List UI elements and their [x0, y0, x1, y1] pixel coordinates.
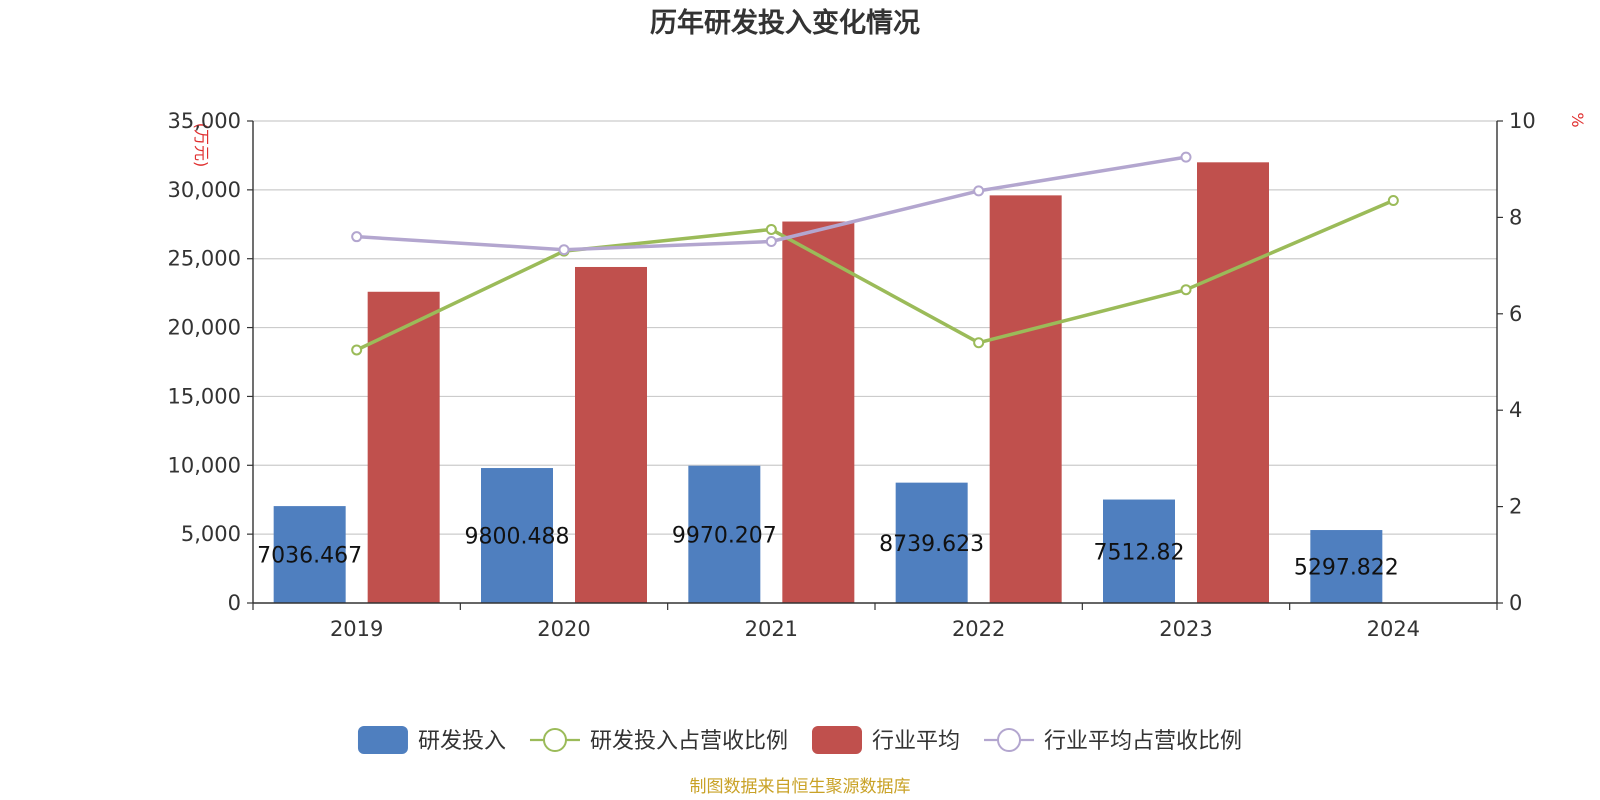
right-axis-tick-label: 6	[1509, 302, 1522, 326]
left-axis-tick-label: 30,000	[168, 178, 241, 202]
bar-data-label: 8739.623	[879, 532, 984, 557]
line-point	[973, 185, 985, 197]
left-axis-tick-label: 10,000	[168, 453, 241, 477]
legend-swatch	[812, 726, 862, 754]
bar-研发投入	[688, 465, 761, 603]
bar-data-label: 7512.82	[1094, 540, 1185, 565]
legend-label: 研发投入	[418, 729, 506, 754]
data-labels-group: 7036.467 9800.488 9970.207 8739.623 7512.82 5…	[257, 523, 1399, 580]
bar-研发投入	[1310, 530, 1383, 603]
bar-行业平均	[367, 291, 440, 603]
right-axis-tick-label: 10	[1509, 109, 1536, 133]
legend-swatch-marker	[997, 728, 1022, 752]
right-axis-tick-label: 2	[1509, 495, 1522, 519]
line-point	[351, 344, 363, 356]
bar-行业平均	[782, 221, 855, 603]
line-point	[973, 337, 985, 349]
legend-swatch	[357, 726, 408, 754]
x-axis-tick-label: 2020	[537, 617, 590, 641]
bar-行业平均	[575, 266, 647, 603]
source-note: 制图数据来自恒生聚源数据库	[690, 777, 911, 797]
legend-swatch-marker	[542, 728, 567, 752]
x-axis-tick-label: 2024	[1367, 617, 1420, 641]
left-axis-tick-label: 5,000	[181, 522, 241, 546]
left-axis-tick-label: 20,000	[168, 316, 241, 340]
legend-label: 行业平均占营收比例	[1044, 729, 1242, 754]
right-axis-tick-label: 0	[1509, 591, 1522, 615]
line-point	[351, 231, 363, 243]
line-point	[1180, 151, 1192, 163]
chart-title: 历年研发投入变化情况	[650, 7, 920, 39]
bar-data-label: 7036.467	[257, 544, 362, 569]
axes-group: 0 5,000 10,000 15,000 20,000 25,000 30,000 35,0…	[168, 109, 1536, 641]
line-point	[1180, 284, 1192, 296]
right-axis-tick-label: 4	[1509, 398, 1522, 422]
line-point	[765, 236, 777, 247]
line-point	[765, 223, 777, 235]
bar-data-label: 9970.207	[672, 523, 777, 548]
bar-研发投入	[481, 468, 553, 603]
bar-研发投入	[1103, 499, 1175, 603]
lines-group	[351, 151, 1399, 356]
x-axis-tick-label: 2022	[952, 617, 1005, 641]
bar-行业平均	[1197, 162, 1269, 604]
legend-label: 行业平均	[872, 729, 960, 754]
left-axis-tick-label: 0	[228, 591, 241, 615]
grid-lines	[253, 120, 1497, 535]
bar-研发投入	[895, 482, 968, 603]
x-axis-tick-label: 2019	[330, 617, 383, 641]
line-point	[558, 244, 570, 256]
right-axis-unit: %	[1568, 112, 1587, 127]
left-axis-unit: (万元)	[192, 123, 211, 168]
left-axis-tick-label: 25,000	[168, 247, 241, 271]
legend-label: 研发投入占营收比例	[590, 729, 788, 754]
bar-行业平均	[989, 195, 1062, 603]
bar-研发投入	[273, 506, 346, 603]
legend: 研发投入 研发投入占营收比例 行业平均 行业平均占营收比例	[357, 726, 1242, 754]
left-axis-tick-label: 35,000	[168, 109, 241, 133]
x-axis-tick-label: 2023	[1159, 617, 1212, 641]
bar-data-label: 9800.488	[465, 525, 570, 550]
left-axis-tick-label: 15,000	[168, 384, 241, 408]
line-研发投入占营收比例	[355, 198, 1395, 352]
right-axis-tick-label: 8	[1509, 205, 1522, 229]
x-axis-tick-label: 2021	[745, 617, 798, 641]
line-point	[1387, 195, 1399, 207]
bars-group	[273, 162, 1383, 604]
bar-data-label: 5297.822	[1294, 556, 1399, 581]
